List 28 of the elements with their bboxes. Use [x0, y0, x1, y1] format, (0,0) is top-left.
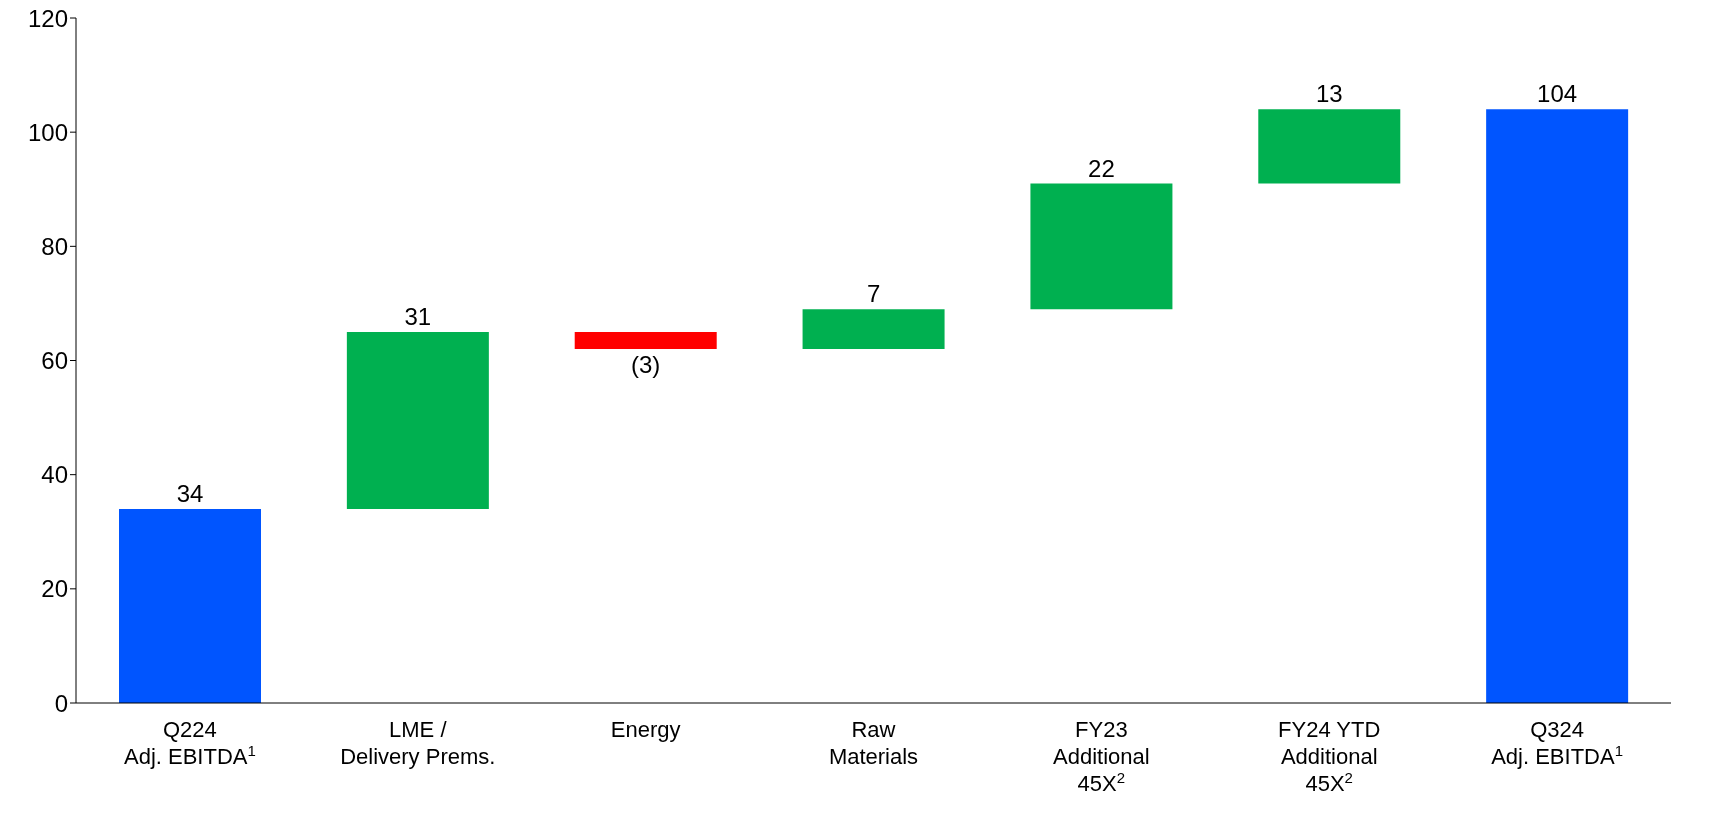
y-tick-label: 80 [41, 232, 68, 260]
x-tick-label: Raw Materials [828, 717, 919, 769]
y-tick-label: 20 [41, 575, 68, 603]
data-label: 22 [1088, 154, 1115, 182]
x-tick-label: FY24 YTD Additional 45X$^{2}$ [1278, 717, 1381, 796]
y-tick-label: 40 [41, 461, 68, 489]
bar [1030, 183, 1173, 310]
y-tick-label: 100 [27, 118, 68, 146]
x-tick-label: Q324 Adj. EBITDA$^{1}$ [1491, 717, 1623, 769]
bar [119, 508, 261, 703]
x-tick-label: FY23 Additional 45X$^{2}$ [1053, 717, 1150, 796]
x-tick-label: Energy [610, 717, 681, 742]
bar [574, 331, 717, 350]
bar [346, 331, 489, 509]
y-tick-label: 60 [41, 347, 68, 375]
bar [1486, 109, 1629, 703]
data-label: 104 [1537, 80, 1578, 108]
data-label: 7 [866, 280, 881, 308]
data-label: 31 [404, 302, 432, 330]
y-tick-label: 0 [54, 689, 68, 717]
data-label: (3) [631, 351, 661, 379]
data-label: 13 [1315, 80, 1343, 108]
bar [1258, 109, 1401, 184]
x-tick-label: Q224 Adj. EBITDA$^{1}$ [124, 717, 256, 769]
data-label: 34 [176, 479, 204, 507]
x-tick-label: LME / Delivery Prems. [340, 717, 496, 769]
bar [802, 309, 945, 350]
y-tick-label: 120 [27, 4, 68, 32]
